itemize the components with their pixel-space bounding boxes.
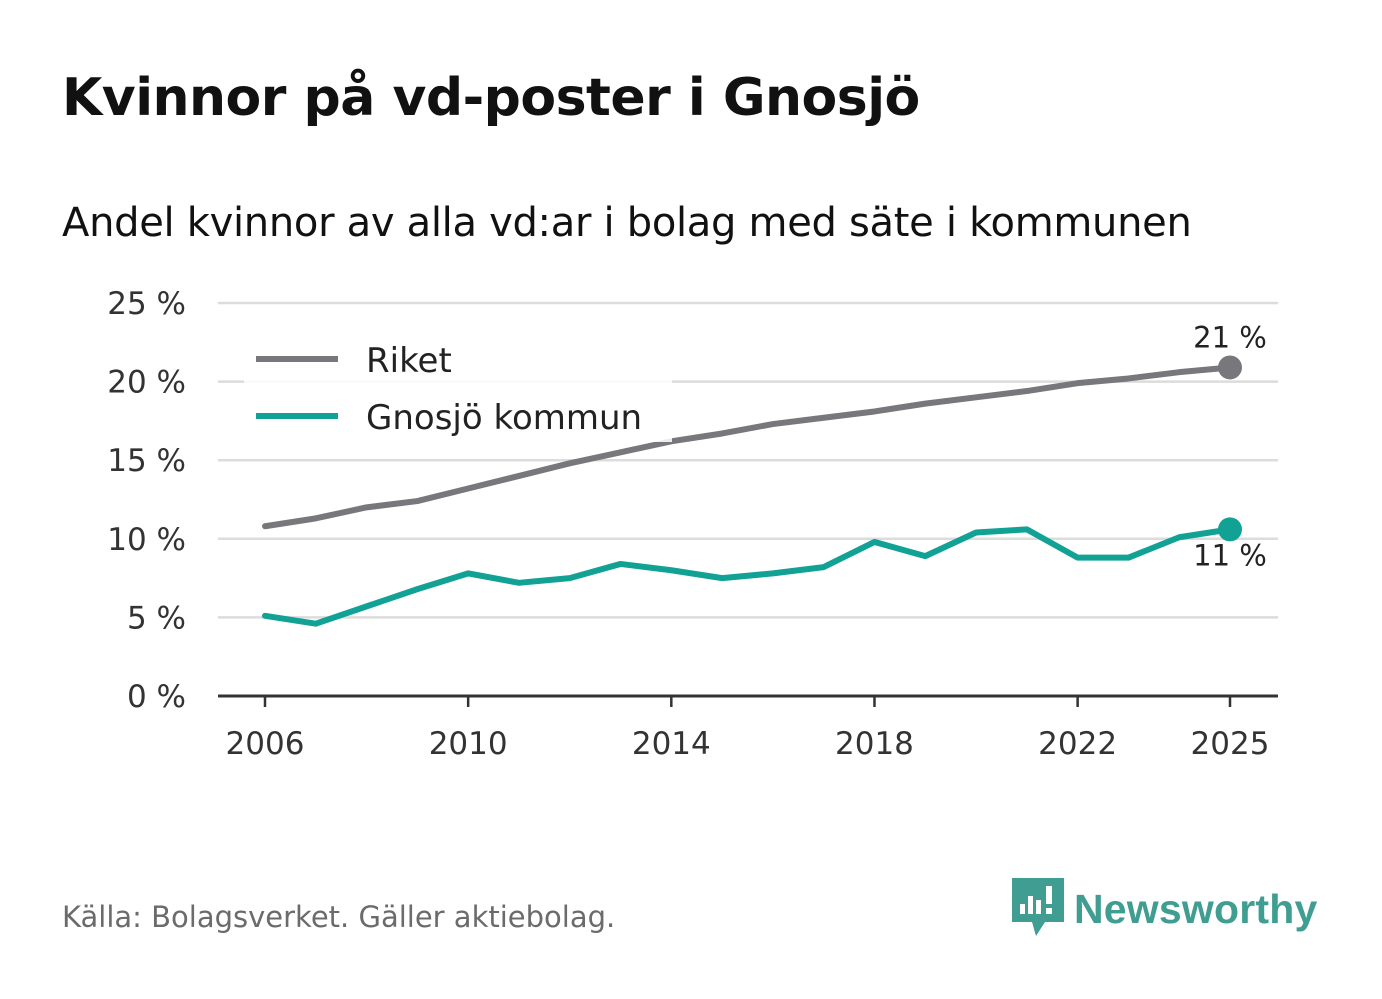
brand-logo: Newsworthy [1012,878,1318,940]
legend-background [244,330,672,442]
chart-subtitle: Andel kvinnor av alla vd:ar i bolag med … [62,200,1192,246]
riket-end-label: 21 % [1193,320,1267,354]
y-tick-label: 20 % [107,365,186,401]
newsworthy-logo-icon [1012,878,1064,936]
y-tick-label: 5 % [127,600,186,636]
x-tick-label: 2006 [226,726,305,762]
x-tick-label: 2010 [429,726,508,762]
x-tick-label: 2018 [835,726,914,762]
chart-title: Kvinnor på vd-poster i Gnosjö [62,68,920,128]
legend-label-gnosjo: Gnosjö kommun [366,398,642,438]
y-tick-label: 25 % [107,286,186,322]
legend-label-riket: Riket [366,341,452,381]
y-tick-label: 0 % [127,679,186,715]
y-tick-label: 10 % [107,522,186,558]
x-tick-label: 2014 [632,726,711,762]
gnosjo-end-label: 11 % [1193,538,1267,572]
riket-line [262,364,1233,530]
brand-name: Newsworthy [1074,885,1318,932]
y-tick-label: 15 % [107,443,186,479]
gnosjo-line [262,526,1233,627]
source-note: Källa: Bolagsverket. Gäller aktiebolag. [62,900,616,934]
riket-end-marker [1218,355,1242,380]
x-tick-label: 2022 [1038,726,1117,762]
x-tick-label: 2025 [1191,726,1270,762]
gnosjo-end-marker [1218,517,1242,542]
